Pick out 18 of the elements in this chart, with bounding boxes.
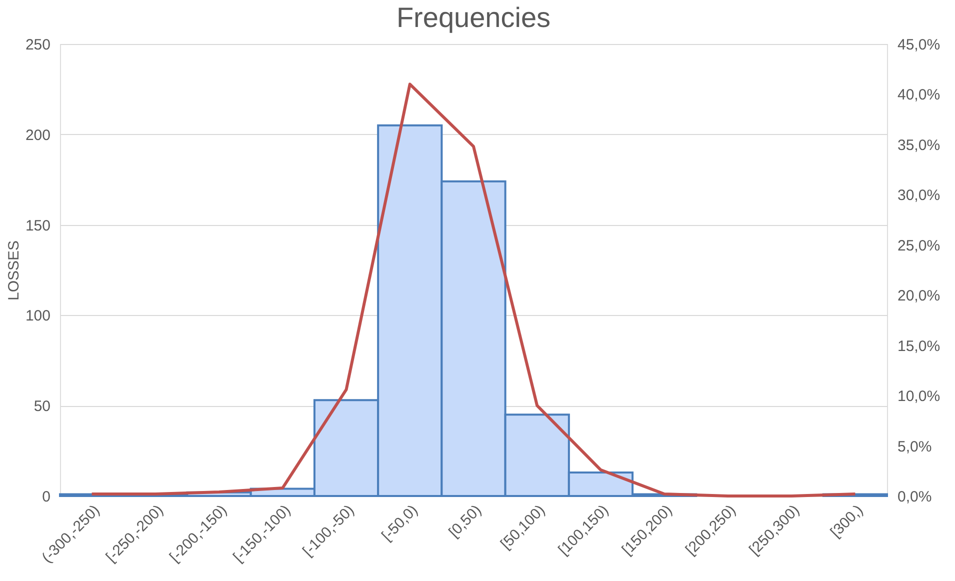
chart-title: Frequencies: [396, 2, 551, 33]
y2-tick-label: 20,0%: [898, 288, 940, 305]
y-axis-title: LOSSES: [5, 240, 22, 301]
y2-tick-label: 0,0%: [898, 488, 932, 506]
y-tick-label: 150: [25, 217, 50, 234]
y2-tick-label: 40,0%: [898, 86, 940, 104]
y-tick-label: 250: [25, 36, 50, 54]
y2-tick-label: 5,0%: [898, 438, 932, 456]
y2-tick-label: 15,0%: [898, 338, 940, 355]
y2-tick-label: 25,0%: [898, 237, 940, 254]
y-tick-label: 0: [42, 488, 50, 506]
y2-tick-label: 30,0%: [898, 187, 940, 204]
y2-tick-label: 10,0%: [898, 388, 940, 406]
y-tick-label: 200: [25, 126, 50, 144]
y-tick-label: 50: [34, 398, 50, 416]
y-tick-label: 100: [25, 308, 50, 325]
y2-tick-label: 45,0%: [898, 36, 940, 54]
y2-tick-label: 35,0%: [898, 136, 940, 154]
